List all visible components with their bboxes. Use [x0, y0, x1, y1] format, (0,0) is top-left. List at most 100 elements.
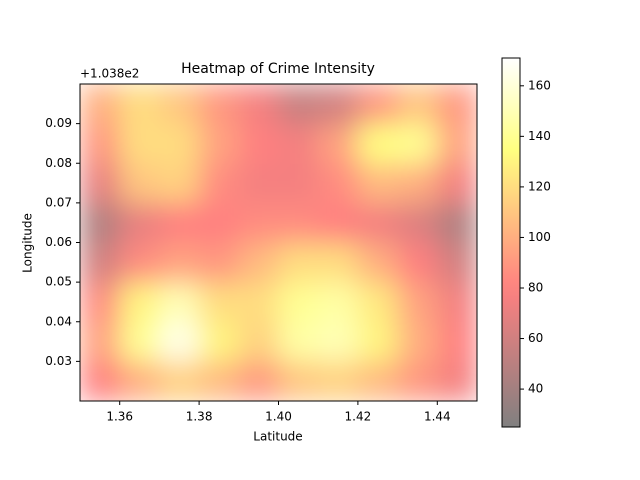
chart-title: Heatmap of Crime Intensity	[181, 61, 375, 77]
heat-cell	[437, 321, 477, 362]
heat-cell	[238, 84, 279, 125]
y-tick-label: 0.06	[45, 235, 72, 249]
heat-cell	[397, 282, 438, 323]
heat-cell	[159, 84, 200, 125]
heat-cell	[357, 163, 399, 204]
y-tick-label: 0.07	[45, 195, 72, 209]
colorbar-tick-label: 160	[528, 78, 551, 92]
heat-cell	[318, 361, 359, 401]
heat-cell	[437, 282, 477, 323]
heat-cell	[159, 282, 200, 323]
colorbar-tick-label: 100	[528, 230, 551, 244]
heat-cell	[119, 163, 160, 204]
heat-cell	[199, 163, 240, 204]
heat-cell	[437, 123, 477, 164]
heat-cell	[238, 361, 279, 401]
heat-cell	[278, 321, 319, 362]
heat-cell	[278, 282, 319, 323]
y-tick-label: 0.04	[45, 314, 72, 328]
heat-cell	[397, 321, 438, 362]
heat-cell	[357, 361, 399, 401]
heat-cell	[437, 361, 477, 401]
heat-cell	[238, 202, 279, 243]
colorbar	[501, 57, 521, 428]
heat-cell	[357, 282, 399, 323]
heat-cell	[80, 242, 121, 283]
heat-cell	[357, 123, 399, 164]
heatmap	[80, 84, 477, 401]
y-tick-label: 0.05	[45, 275, 72, 289]
y-tick-label: 0.09	[45, 116, 72, 130]
heat-cell	[318, 242, 359, 283]
heat-cell	[437, 242, 477, 283]
heat-cell	[199, 123, 240, 164]
heat-cell	[159, 361, 200, 401]
heat-cell	[119, 321, 160, 362]
heat-cell	[278, 123, 319, 164]
heat-cell	[80, 321, 121, 362]
heat-cell	[119, 242, 160, 283]
heat-cell	[80, 84, 121, 125]
y-tick-label: 0.08	[45, 156, 72, 170]
y-tick-label: 0.03	[45, 354, 72, 368]
heat-cell	[238, 242, 279, 283]
heat-cell	[397, 163, 438, 204]
x-tick-label: 1.42	[345, 410, 372, 424]
x-tick-label: 1.36	[106, 410, 133, 424]
x-tick-label: 1.40	[265, 410, 292, 424]
heat-cell	[278, 242, 319, 283]
x-tick-label: 1.44	[424, 410, 451, 424]
heat-cell	[119, 282, 160, 323]
x-tick-label: 1.38	[186, 410, 213, 424]
heat-cell	[119, 84, 160, 125]
heat-cell	[119, 361, 160, 401]
colorbar-tick-label: 120	[528, 179, 551, 193]
heat-cell	[159, 202, 200, 243]
heat-cell	[159, 242, 200, 283]
heat-cell	[437, 202, 477, 243]
heat-cell	[159, 163, 200, 204]
heat-cell	[357, 202, 399, 243]
heat-cell	[357, 242, 399, 283]
y-offset-label: +1.038e2	[80, 67, 139, 81]
heat-cell	[318, 202, 359, 243]
heat-cell	[318, 282, 359, 323]
heat-cell	[159, 321, 200, 362]
heat-cell	[199, 202, 240, 243]
heat-cell	[80, 282, 121, 323]
colorbar-tick-label: 140	[528, 129, 551, 143]
heat-cell	[119, 123, 160, 164]
heat-cell	[397, 242, 438, 283]
heat-cell	[199, 282, 240, 323]
heat-cell	[318, 123, 359, 164]
heat-cell	[397, 84, 438, 125]
heat-cell	[278, 202, 319, 243]
heat-cell	[357, 84, 399, 125]
heat-cell	[159, 123, 200, 164]
heat-cell	[397, 361, 438, 401]
x-axis-label: Latitude	[253, 430, 302, 444]
heat-cell	[199, 84, 240, 125]
colorbar-tick-label: 60	[528, 331, 543, 345]
heat-cell	[437, 84, 477, 125]
heat-cell	[357, 321, 399, 362]
y-axis-label: Longitude	[21, 213, 35, 273]
heat-cell	[278, 163, 319, 204]
heat-cell	[318, 84, 359, 125]
heat-cell	[278, 84, 319, 125]
heat-cell	[119, 202, 160, 243]
heat-cell	[278, 361, 319, 401]
colorbar-tick-label: 40	[528, 382, 543, 396]
heat-cell	[437, 163, 477, 204]
colorbar-tick-label: 80	[528, 280, 543, 294]
heat-cell	[199, 361, 240, 401]
heat-cell	[80, 202, 121, 243]
heat-cell	[397, 123, 438, 164]
heat-cell	[80, 123, 121, 164]
heat-cell	[397, 202, 438, 243]
heat-cell	[238, 163, 279, 204]
heat-cell	[80, 361, 121, 401]
heat-cell	[199, 242, 240, 283]
heat-cell	[238, 282, 279, 323]
